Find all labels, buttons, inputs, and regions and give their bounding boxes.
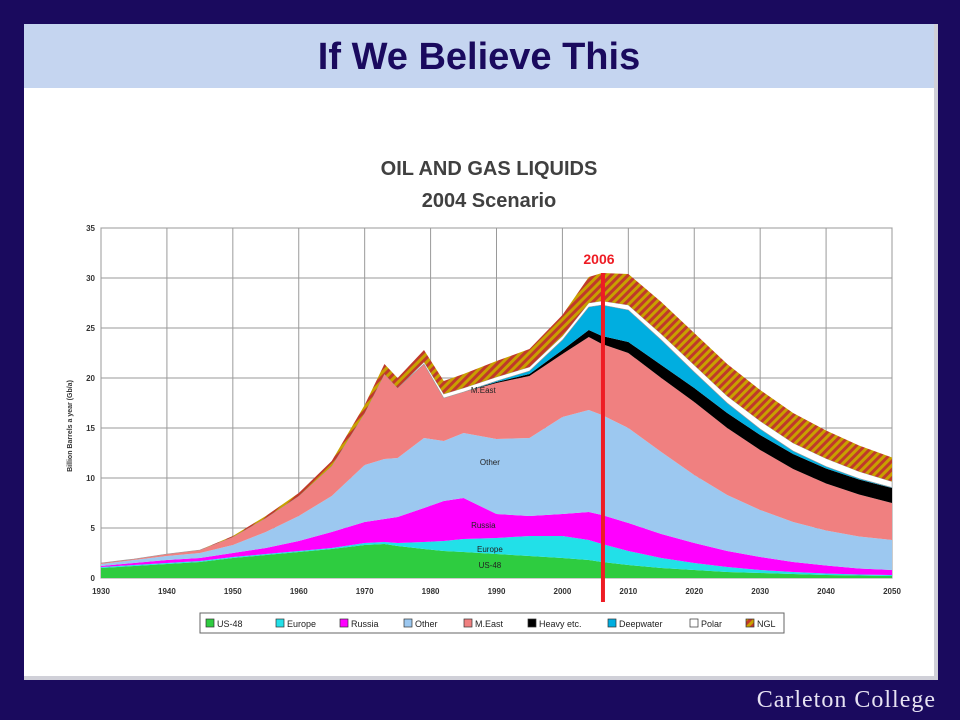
- legend-swatch: [689, 618, 699, 628]
- x-tick-label: 1980: [422, 587, 440, 596]
- legend-label: Other: [415, 619, 438, 629]
- legend-swatch: [205, 618, 215, 628]
- y-tick-label: 10: [86, 474, 95, 483]
- footer-college-name: Carleton College: [756, 687, 936, 713]
- chart-subtitle: 2004 Scenario: [422, 190, 557, 212]
- annotation-label: Europe: [477, 545, 503, 554]
- legend-label: NGL: [757, 619, 776, 629]
- annotation-label: US-48: [479, 561, 502, 570]
- y-axis-label: Billion Barrels a year (Gb/a): [67, 380, 74, 472]
- annotation-label: M.East: [471, 386, 497, 395]
- legend-label: Deepwater: [619, 619, 663, 629]
- y-tick-label: 25: [86, 324, 95, 333]
- legend-swatch: [403, 618, 413, 628]
- x-tick-label: 1930: [92, 587, 110, 596]
- series-area-europe: [101, 536, 892, 576]
- x-tick-label: 1970: [356, 587, 374, 596]
- x-tick-label: 2050: [883, 587, 901, 596]
- series-area-heavy-etc-: [101, 330, 892, 563]
- y-tick-label: 30: [86, 274, 95, 283]
- annotation-label: Other: [480, 458, 500, 467]
- x-tick-label: 2020: [685, 587, 703, 596]
- x-tick-label: 2030: [751, 587, 769, 596]
- chart: OIL AND GAS LIQUIDS 2004 Scenario 0 5 10 15…: [67, 158, 901, 634]
- legend-swatch: [607, 618, 617, 628]
- title-bar: If We Believe This: [24, 24, 934, 88]
- legend-box: [199, 612, 785, 634]
- annotation-label: Russia: [471, 521, 496, 530]
- y-tick-label: 20: [86, 374, 95, 383]
- legend-label: Heavy etc.: [539, 619, 582, 629]
- series-area-russia: [101, 498, 892, 575]
- series-area-other: [101, 410, 892, 570]
- y-tick-label: 0: [91, 574, 96, 583]
- legend-swatch: [463, 618, 473, 628]
- y-tick-label: 15: [86, 424, 95, 433]
- area-layer: [100, 273, 893, 578]
- y-tick-label: 35: [86, 224, 95, 233]
- x-tick-label: 1940: [158, 587, 176, 596]
- x-tick-label: 2010: [619, 587, 637, 596]
- x-tick-label: 2000: [554, 587, 572, 596]
- legend-label: M.East: [475, 619, 504, 629]
- x-tick-label: 1950: [224, 587, 242, 596]
- tick-labels: 0 5 10 15 20 25 30 35 1930 1940 1950 1960 1970 1980 19…: [86, 224, 901, 596]
- legend-label: Polar: [701, 619, 722, 629]
- legend: US-48 Europe Russia Other M.East Heavy etc. De…: [199, 612, 785, 634]
- legend-label: US-48: [217, 619, 243, 629]
- marker-label: 2006: [583, 251, 614, 267]
- legend-swatch: [339, 618, 349, 628]
- legend-label: Russia: [351, 619, 379, 629]
- series-area-ngl: [101, 273, 892, 563]
- series-area-m-east: [101, 337, 892, 564]
- series-area-us-48: [101, 544, 892, 578]
- y-tick-label: 5: [91, 524, 96, 533]
- legend-swatch: [275, 618, 285, 628]
- x-tick-label: 2040: [817, 587, 835, 596]
- legend-swatch: [527, 618, 537, 628]
- year-marker: 2006: [583, 251, 615, 602]
- x-tick-label: 1990: [488, 587, 506, 596]
- annotations: M.East Other Russia Europe US-48: [471, 386, 503, 570]
- slide-canvas: If We Believe This OIL AND GAS LIQUIDS 2…: [24, 24, 938, 680]
- chart-title: OIL AND GAS LIQUIDS: [381, 158, 598, 180]
- x-tick-label: 1960: [290, 587, 308, 596]
- slide-title: If We Believe This: [317, 36, 641, 78]
- legend-label: Europe: [287, 619, 316, 629]
- legend-swatch: [745, 618, 755, 628]
